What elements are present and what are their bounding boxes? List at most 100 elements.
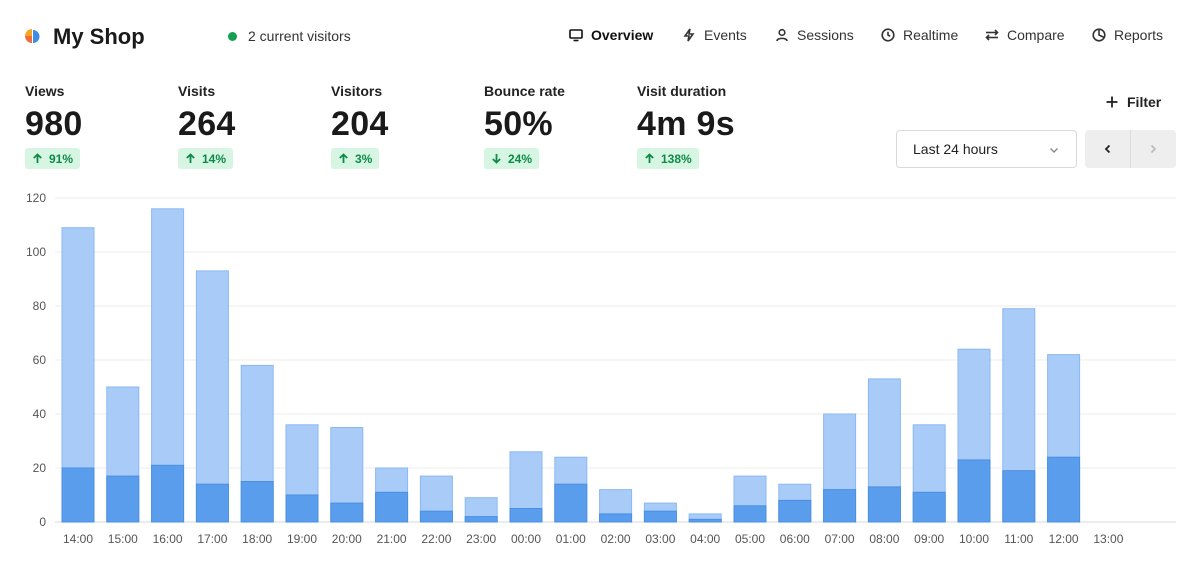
arrow-up-icon (33, 153, 42, 163)
metric-change-badge: 3% (331, 148, 380, 169)
current-visitors[interactable]: 2 current visitors (228, 28, 351, 44)
lightning-icon (683, 28, 695, 42)
nav-overview[interactable]: Overview (569, 27, 682, 43)
date-range-value: Last 24 hours (913, 141, 998, 157)
x-tick-label: 17:00 (197, 532, 227, 546)
nav-sessions[interactable]: Sessions (775, 27, 881, 43)
chevron-right-icon (1150, 144, 1157, 154)
bar (957, 459, 991, 523)
nav-compare[interactable]: Compare (985, 27, 1092, 43)
bar (419, 510, 453, 523)
x-tick-label: 14:00 (63, 532, 93, 546)
bar (823, 489, 857, 523)
arrow-down-icon (492, 154, 501, 164)
bar (151, 464, 185, 523)
previous-period-button[interactable] (1085, 130, 1130, 168)
metric-label: Views (25, 83, 65, 99)
filter-button[interactable]: Filter (1106, 94, 1161, 110)
x-tick-label: 11:00 (1004, 532, 1033, 546)
metric-views[interactable]: Views 980 91% (25, 83, 83, 169)
x-tick-label: 02:00 (601, 532, 631, 546)
bar (1002, 470, 1036, 523)
x-tick-label: 20:00 (332, 532, 362, 546)
metric-label: Visits (178, 83, 216, 99)
x-tick-label: 15:00 (108, 532, 138, 546)
x-tick-label: 19:00 (287, 532, 317, 546)
metric-value: 204 (331, 105, 389, 143)
plus-icon (1106, 96, 1118, 108)
bar (330, 502, 364, 523)
metric-label: Visitors (331, 83, 383, 99)
bar (106, 475, 140, 523)
bar (778, 499, 812, 523)
traffic-chart: 0 20 40 60 80 100 120 14:00 15:00 16:00 17:00 18:00… (26, 191, 1176, 546)
compare-arrows-icon (985, 29, 999, 41)
chevron-left-icon (1104, 144, 1110, 154)
metric-bounce-rate[interactable]: Bounce rate 50% 24% (484, 83, 565, 169)
chevron-down-icon (1050, 148, 1058, 153)
date-pager (1085, 130, 1176, 168)
x-tick-label: 12:00 (1049, 532, 1079, 546)
next-period-button[interactable] (1130, 130, 1175, 168)
y-tick-label: 0 (39, 515, 46, 529)
x-tick-label: 09:00 (914, 532, 944, 546)
x-tick-label: 00:00 (511, 532, 541, 546)
top-bar: My Shop 2 current visitors Overview Even… (0, 0, 1200, 74)
monitor-icon (569, 29, 583, 42)
metric-value: 4m 9s (637, 105, 735, 143)
metric-visitors[interactable]: Visitors 204 3% (331, 83, 389, 169)
bar (375, 491, 409, 523)
app-logo-icon (25, 29, 40, 43)
bar (195, 270, 229, 523)
bar (643, 510, 677, 523)
clock-icon (881, 28, 895, 42)
bar (509, 508, 543, 523)
bar (464, 516, 498, 523)
x-tick-label: 05:00 (735, 532, 765, 546)
metric-value: 980 (25, 105, 83, 143)
bar (240, 481, 274, 523)
y-tick-label: 120 (26, 191, 46, 205)
x-tick-label: 08:00 (869, 532, 899, 546)
bar (733, 505, 767, 523)
x-tick-label: 03:00 (645, 532, 675, 546)
nav-realtime[interactable]: Realtime (881, 27, 985, 43)
x-tick-label: 21:00 (377, 532, 407, 546)
nav-reports[interactable]: Reports (1092, 27, 1163, 43)
y-tick-label: 20 (33, 461, 47, 475)
x-tick-label: 18:00 (242, 532, 272, 546)
metric-visit-duration[interactable]: Visit duration 4m 9s 138% (637, 83, 735, 169)
x-tick-label: 16:00 (153, 532, 183, 546)
metric-value: 264 (178, 105, 236, 143)
metric-label: Visit duration (637, 83, 727, 99)
arrow-up-icon (186, 153, 195, 163)
metric-visits[interactable]: Visits 264 14% (178, 83, 236, 169)
pie-chart-icon (1092, 28, 1106, 42)
x-tick-label: 23:00 (466, 532, 496, 546)
metric-change-badge: 138% (637, 148, 699, 169)
x-tick-label: 13:00 (1093, 532, 1123, 546)
x-tick-label: 10:00 (959, 532, 989, 546)
y-tick-label: 100 (26, 245, 46, 259)
arrow-up-icon (339, 153, 348, 163)
user-icon (776, 28, 788, 42)
live-status-dot (228, 31, 237, 41)
metric-change-badge: 24% (484, 148, 540, 169)
x-tick-label: 04:00 (690, 532, 720, 546)
nav-events[interactable]: Events (682, 27, 775, 43)
date-range-select[interactable]: Last 24 hours (896, 130, 1077, 168)
x-tick-label: 06:00 (780, 532, 810, 546)
bar (867, 486, 901, 523)
x-tick-label: 22:00 (421, 532, 451, 546)
bar (61, 467, 95, 523)
bar (599, 513, 633, 523)
bar (688, 518, 722, 523)
arrow-up-icon (645, 153, 654, 163)
bar (1047, 456, 1081, 523)
bar (195, 483, 229, 523)
main-nav: Overview Events Sessions Realtime Compar… (569, 27, 1163, 43)
metric-change-badge: 91% (25, 148, 81, 169)
metric-label: Bounce rate (484, 83, 565, 99)
metric-value: 50% (484, 105, 553, 143)
y-tick-label: 60 (33, 353, 47, 367)
